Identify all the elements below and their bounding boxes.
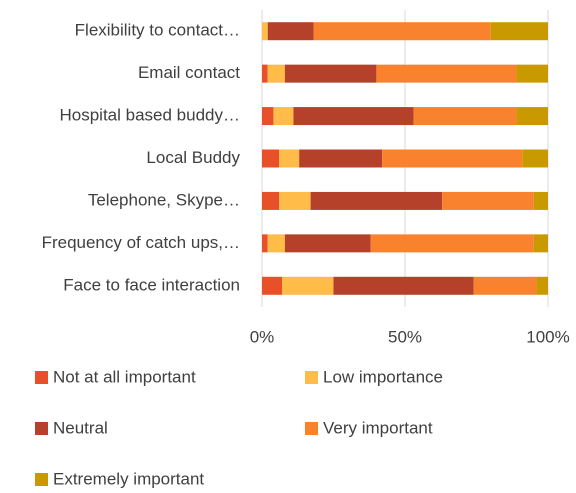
legend-swatch: [35, 371, 48, 384]
bar-segment: [262, 64, 268, 83]
bar-segment: [473, 276, 537, 295]
bar-segment: [313, 22, 491, 41]
bar-segment: [284, 234, 371, 253]
bar-segment: [282, 276, 334, 295]
x-tick-label: 0%: [250, 327, 275, 346]
bar-segment: [293, 107, 414, 126]
bar-segment: [267, 64, 285, 83]
bar-segment: [310, 191, 443, 210]
bar-segment: [536, 276, 548, 295]
legend-label: Neutral: [53, 418, 108, 437]
legend-label: Low importance: [323, 367, 443, 386]
bar-segment: [533, 234, 548, 253]
bar-segment: [382, 149, 523, 168]
bar-segment: [516, 64, 548, 83]
legend-label: Not at all important: [53, 367, 196, 386]
x-tick-label: 100%: [526, 327, 569, 346]
bar-segment: [262, 276, 283, 295]
y-tick-label: Email contact: [138, 63, 240, 82]
bar-segment: [262, 107, 274, 126]
bar-segment: [262, 191, 280, 210]
bar-segment: [262, 22, 268, 41]
bar-segment: [279, 191, 311, 210]
legend-swatch: [305, 422, 318, 435]
bar-segment: [299, 149, 383, 168]
bar-segment: [284, 64, 377, 83]
bar-segment: [273, 107, 294, 126]
bar-segment: [522, 149, 548, 168]
legend-label: Extremely important: [53, 469, 204, 488]
y-tick-label: Face to face interaction: [63, 275, 240, 294]
x-tick-label: 50%: [388, 327, 422, 346]
y-tick-label: Flexibility to contact…: [75, 21, 240, 40]
legend-label: Very important: [323, 418, 433, 437]
bar-segment: [267, 234, 285, 253]
bar-segment: [262, 149, 280, 168]
bar-segment: [516, 107, 548, 126]
bar-segment: [413, 107, 517, 126]
bar-segment: [262, 234, 268, 253]
y-tick-label: Frequency of catch ups,…: [42, 233, 240, 252]
bar-segment: [376, 64, 517, 83]
bar-segment: [333, 276, 474, 295]
bar-segment: [279, 149, 300, 168]
bar-segment: [370, 234, 534, 253]
legend-swatch: [35, 473, 48, 486]
y-tick-label: Hospital based buddy…: [59, 106, 240, 125]
y-tick-label: Telephone, Skype…: [88, 190, 240, 209]
legend-swatch: [35, 422, 48, 435]
legend-swatch: [305, 371, 318, 384]
bar-segment: [533, 191, 548, 210]
bar-segment: [267, 22, 314, 41]
bar-segment: [490, 22, 548, 41]
bar-segment: [442, 191, 534, 210]
y-tick-label: Local Buddy: [146, 148, 240, 167]
